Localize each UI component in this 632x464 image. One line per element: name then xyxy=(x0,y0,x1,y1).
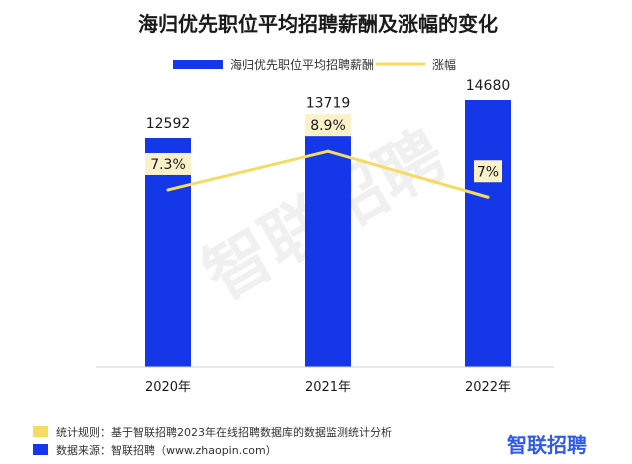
legend-line-label: 涨幅 xyxy=(432,57,456,72)
rule-swatch xyxy=(33,426,48,437)
legend-bar-label: 海归优先职位平均招聘薪酬 xyxy=(230,57,374,72)
chart-title: 海归优先职位平均招聘薪酬及涨幅的变化 xyxy=(138,12,498,36)
bar-value-label-2: 13719 xyxy=(306,95,351,111)
bar-1 xyxy=(145,137,191,367)
growth-label-box-1 xyxy=(145,152,191,175)
growth-point-1 xyxy=(166,188,170,192)
growth-label-1: 7.3% xyxy=(150,157,186,173)
legend-bar-swatch xyxy=(173,60,223,69)
footer: 统计规则：基于智联招聘2023年在线招聘数据库的数据监测统计分析 数据来源：智联… xyxy=(33,425,587,457)
plot-area: 12592 13719 14680 2020年 2021年 2022年 7.3% 8.9% 7% xyxy=(145,78,511,395)
source-text: 数据来源：智联招聘（www.zhaopin.com） xyxy=(56,443,277,457)
bar-3 xyxy=(465,100,511,367)
bar-value-label-3: 14680 xyxy=(466,78,511,94)
x-tick-label-2: 2021年 xyxy=(305,380,351,395)
bar-value-label-1: 12592 xyxy=(146,116,191,132)
growth-label-3: 7% xyxy=(477,164,499,180)
rule-text: 统计规则：基于智联招聘2023年在线招聘数据库的数据监测统计分析 xyxy=(56,425,392,439)
legend: 海归优先职位平均招聘薪酬 涨幅 xyxy=(173,57,456,72)
growth-label-box-2 xyxy=(305,114,351,137)
growth-point-3 xyxy=(486,195,490,199)
source-swatch xyxy=(33,444,48,455)
x-tick-label-1: 2020年 xyxy=(145,380,191,395)
growth-label-2: 8.9% xyxy=(310,118,346,134)
bar-2 xyxy=(305,117,351,367)
x-tick-label-3: 2022年 xyxy=(465,380,511,395)
growth-label-box-3 xyxy=(474,160,502,183)
brand-logo: 智联招聘 xyxy=(507,433,587,457)
growth-point-2 xyxy=(326,149,330,153)
